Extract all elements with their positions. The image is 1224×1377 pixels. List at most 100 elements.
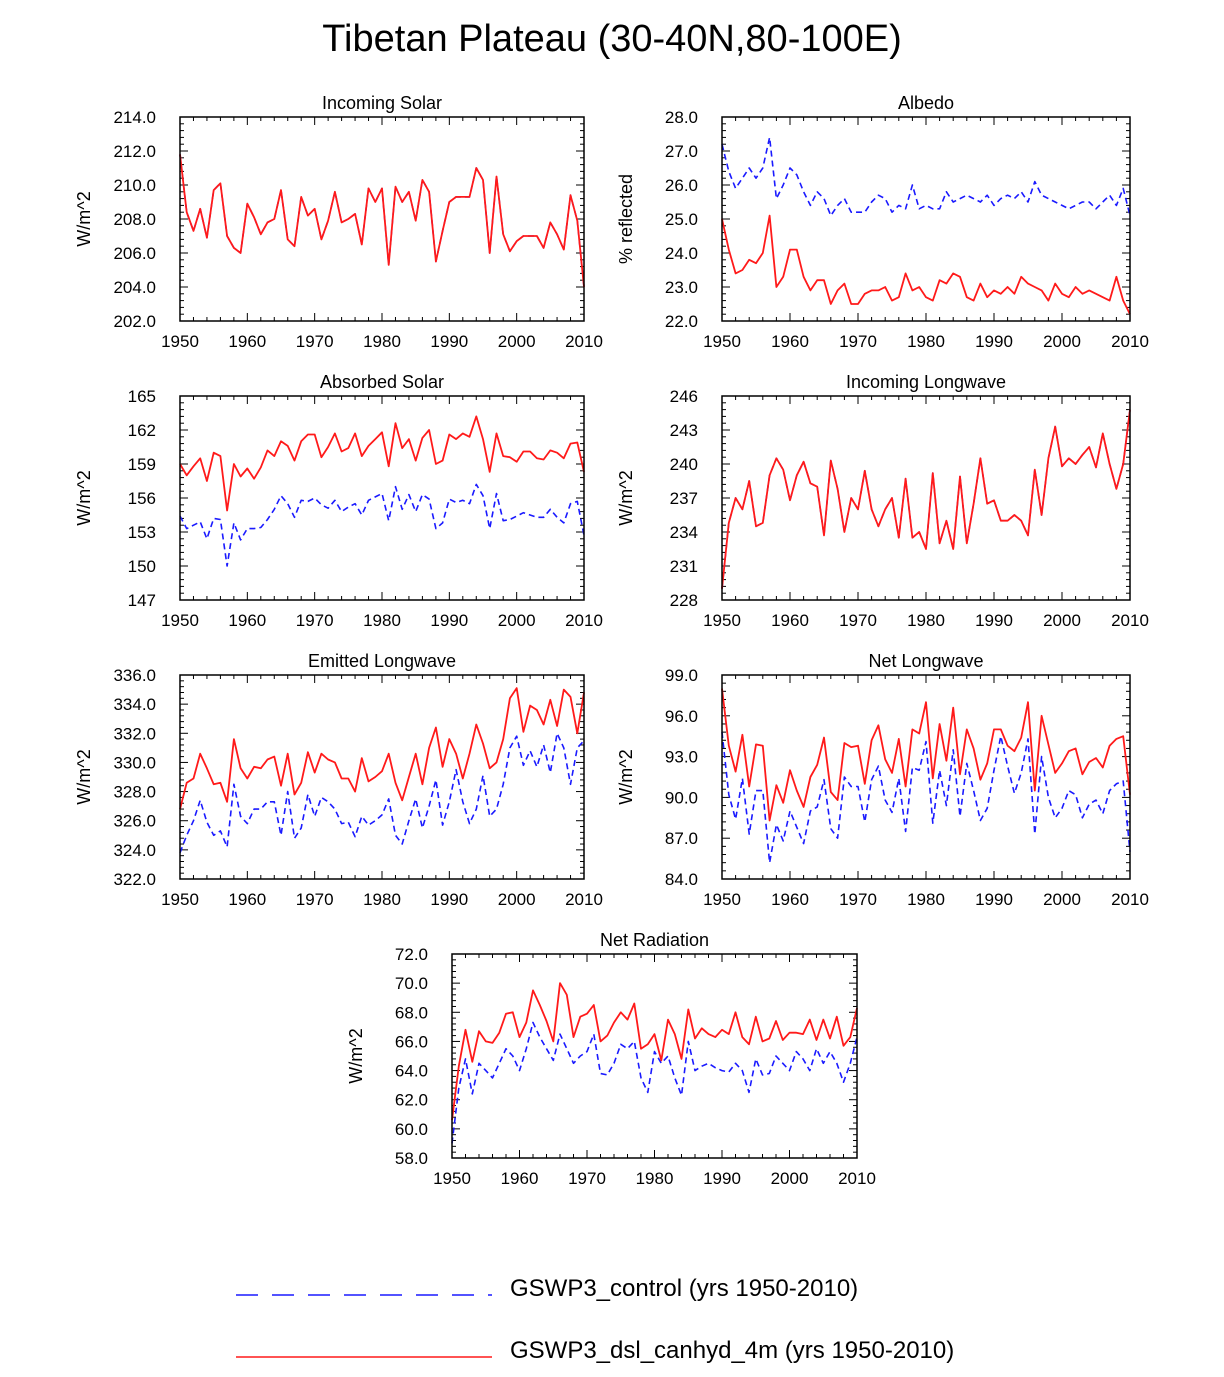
x-tick-label: 1970 bbox=[839, 890, 877, 909]
y-tick-label: 60.0 bbox=[395, 1120, 428, 1139]
y-tick-label: 150 bbox=[128, 557, 156, 576]
x-tick-label: 1960 bbox=[228, 611, 266, 630]
legend-line-experiment bbox=[236, 1356, 492, 1358]
y-tick-label: 87.0 bbox=[665, 829, 698, 848]
y-tick-label: 210.0 bbox=[113, 176, 156, 195]
y-tick-label: 214.0 bbox=[113, 108, 156, 127]
x-tick-label: 1950 bbox=[703, 332, 741, 351]
x-tick-label: 1980 bbox=[363, 332, 401, 351]
y-tick-label: 334.0 bbox=[113, 695, 156, 714]
series-line-experiment bbox=[451, 982, 858, 1121]
y-tick-label: 22.0 bbox=[665, 312, 698, 331]
y-tick-label: 202.0 bbox=[113, 312, 156, 331]
x-tick-label: 1980 bbox=[636, 1169, 674, 1188]
y-tick-label: 237 bbox=[670, 489, 698, 508]
y-tick-label: 330.0 bbox=[113, 753, 156, 772]
panel-albedo: Albedo % reflected 1950 1960 1970 1980 1990 200… bbox=[616, 93, 1149, 351]
x-tick-label: 1960 bbox=[771, 890, 809, 909]
y-axis-label: W/m^2 bbox=[74, 191, 94, 246]
legend-line-control bbox=[236, 1294, 492, 1296]
y-tick-label: 228 bbox=[670, 591, 698, 610]
y-tick-label: 28.0 bbox=[665, 108, 698, 127]
plot-frame bbox=[721, 116, 1131, 322]
x-tick-label: 2010 bbox=[565, 611, 603, 630]
y-tick-label: 66.0 bbox=[395, 1032, 428, 1051]
x-tick-label: 1980 bbox=[907, 890, 945, 909]
y-tick-label: 326.0 bbox=[113, 812, 156, 831]
y-axis-label: % reflected bbox=[616, 174, 636, 264]
x-tick-label: 1960 bbox=[771, 611, 809, 630]
x-tick-label: 1950 bbox=[433, 1169, 471, 1188]
legend-label-control: GSWP3_control (yrs 1950-2010) bbox=[510, 1275, 859, 1302]
plot-frame bbox=[179, 395, 585, 601]
y-tick-label: 234 bbox=[670, 523, 698, 542]
y-tick-label: 62.0 bbox=[395, 1091, 428, 1110]
series-line-experiment bbox=[721, 214, 1131, 315]
x-tick-label: 1970 bbox=[839, 332, 877, 351]
series-line-control bbox=[721, 732, 1131, 864]
panel-absorbed-solar: Absorbed Solar W/m^2 1950 1960 1970 1980 1990 2… bbox=[74, 372, 603, 630]
x-tick-label: 1950 bbox=[703, 890, 741, 909]
x-tick-label: 1960 bbox=[501, 1169, 539, 1188]
series-line-experiment bbox=[179, 687, 585, 810]
x-tick-label: 1980 bbox=[363, 890, 401, 909]
x-tick-label: 2000 bbox=[771, 1169, 809, 1188]
x-tick-label: 1970 bbox=[839, 611, 877, 630]
panel-title: Emitted Longwave bbox=[308, 651, 456, 671]
x-tick-label: 1970 bbox=[296, 332, 334, 351]
x-tick-label: 2010 bbox=[1111, 890, 1149, 909]
y-tick-label: 24.0 bbox=[665, 244, 698, 263]
x-tick-label: 2000 bbox=[1043, 332, 1081, 351]
panel-net-longwave: Net Longwave W/m^2 1950 1960 1970 1980 1990 200… bbox=[616, 651, 1149, 909]
x-tick-label: 2010 bbox=[1111, 332, 1149, 351]
series-line-control bbox=[179, 483, 585, 567]
plot-frame bbox=[721, 395, 1131, 601]
x-tick-label: 1970 bbox=[296, 611, 334, 630]
y-tick-label: 90.0 bbox=[665, 788, 698, 807]
y-tick-label: 212.0 bbox=[113, 142, 156, 161]
series-line-experiment bbox=[179, 415, 585, 512]
y-tick-label: 322.0 bbox=[113, 870, 156, 889]
y-tick-label: 208.0 bbox=[113, 210, 156, 229]
x-tick-label: 1980 bbox=[363, 611, 401, 630]
y-tick-label: 240 bbox=[670, 455, 698, 474]
x-tick-label: 1950 bbox=[161, 890, 199, 909]
y-axis-label: W/m^2 bbox=[616, 470, 636, 525]
series-line-control bbox=[179, 732, 585, 854]
y-tick-label: 162 bbox=[128, 421, 156, 440]
y-tick-label: 328.0 bbox=[113, 783, 156, 802]
chart-panels: Incoming Solar W/m^2 1950 1960 1970 1980 1990 2… bbox=[74, 93, 1149, 1188]
x-tick-label: 2000 bbox=[1043, 611, 1081, 630]
x-tick-label: 2000 bbox=[1043, 890, 1081, 909]
plot-frame bbox=[721, 674, 1131, 880]
y-tick-label: 243 bbox=[670, 421, 698, 440]
y-tick-label: 70.0 bbox=[395, 974, 428, 993]
x-tick-label: 1960 bbox=[228, 332, 266, 351]
plot-frame bbox=[451, 953, 858, 1159]
series-line-experiment bbox=[721, 409, 1131, 589]
series-line-control bbox=[179, 154, 585, 288]
x-tick-label: 1970 bbox=[296, 890, 334, 909]
y-axis-label: W/m^2 bbox=[346, 1028, 366, 1083]
x-tick-label: 1990 bbox=[430, 890, 468, 909]
legend-label-experiment: GSWP3_dsl_canhyd_4m (yrs 1950-2010) bbox=[510, 1337, 955, 1364]
panel-title: Net Longwave bbox=[868, 651, 983, 671]
y-tick-label: 64.0 bbox=[395, 1062, 428, 1081]
x-tick-label: 1970 bbox=[568, 1169, 606, 1188]
figure-title: Tibetan Plateau (30-40N,80-100E) bbox=[322, 18, 902, 60]
y-tick-label: 206.0 bbox=[113, 244, 156, 263]
y-tick-label: 153 bbox=[128, 523, 156, 542]
panel-title: Incoming Solar bbox=[322, 93, 442, 113]
x-tick-label: 2010 bbox=[565, 332, 603, 351]
panel-incoming-longwave: Incoming Longwave W/m^2 1950 1960 1970 1980 19… bbox=[616, 372, 1149, 630]
y-tick-label: 156 bbox=[128, 489, 156, 508]
y-tick-label: 204.0 bbox=[113, 278, 156, 297]
x-tick-label: 1990 bbox=[703, 1169, 741, 1188]
panel-emitted-longwave: Emitted Longwave W/m^2 1950 1960 1970 1980 199… bbox=[74, 651, 603, 909]
series-line-control bbox=[451, 1021, 858, 1144]
y-tick-label: 68.0 bbox=[395, 1003, 428, 1022]
x-tick-label: 2010 bbox=[838, 1169, 876, 1188]
panel-net-radiation: Net Radiation W/m^2 1950 1960 1970 1980 1990 20… bbox=[346, 930, 876, 1188]
y-tick-label: 58.0 bbox=[395, 1149, 428, 1168]
y-tick-label: 324.0 bbox=[113, 841, 156, 860]
